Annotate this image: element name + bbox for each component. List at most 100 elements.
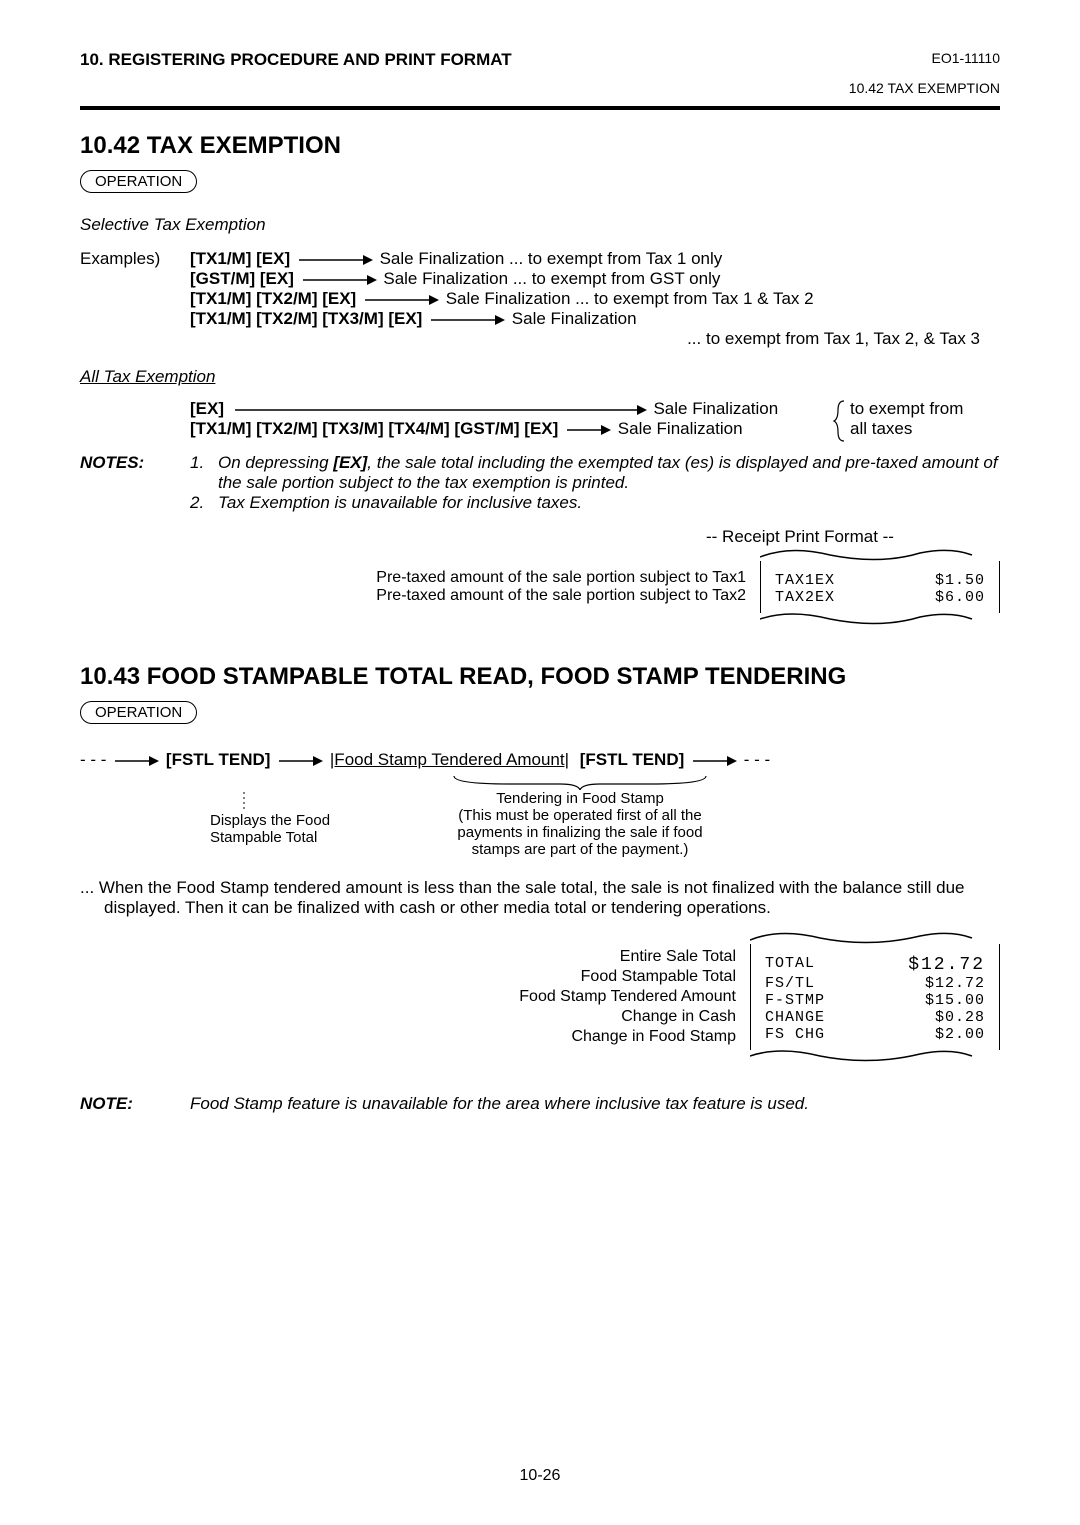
all1-desc: Sale Finalization — [653, 399, 778, 418]
brace-bot: all taxes — [850, 419, 1000, 439]
selective-heading: Selective Tax Exemption — [80, 215, 1000, 235]
receipt-row: TAX2EX$6.00 — [775, 589, 985, 606]
ex2-keys: [GST/M] [EX] — [190, 269, 294, 288]
example-line-1: [TX1/M] [EX] Sale Finalization ... to ex… — [190, 249, 1000, 269]
pretax1: Pre-taxed amount of the sale portion sub… — [376, 569, 746, 587]
operation-badge-1: OPERATION — [80, 170, 197, 193]
header-left: 10. REGISTERING PROCEDURE AND PRINT FORM… — [80, 50, 512, 70]
all-tax-lines: [EX] Sale Finalization [TX1/M] [TX2/M] [… — [190, 399, 832, 439]
ex3-desc: Sale Finalization ... to exempt from Tax… — [446, 289, 814, 308]
receipt-2: TOTAL$12.72 FS/TL$12.72 F-STMP$15.00 CHA… — [750, 936, 1000, 1058]
brace-text: to exempt from all taxes — [832, 399, 1000, 439]
underbrace-icon — [450, 774, 710, 790]
note1-ex: [EX] — [333, 453, 367, 472]
flow1: [FSTL TEND] — [166, 750, 271, 769]
arrow-icon — [275, 754, 325, 768]
receipt-wave-icon — [760, 613, 1060, 627]
all-line-1: [EX] Sale Finalization — [190, 399, 832, 419]
sub2a: Tendering in Food Stamp — [410, 790, 750, 807]
note-2: 2. Tax Exemption is unavailable for incl… — [190, 493, 1000, 513]
arrow-icon — [563, 423, 613, 437]
receipt-wave-icon — [750, 1050, 1050, 1064]
receipt-row: F-STMP$15.00 — [765, 992, 985, 1009]
sub2: Tendering in Food Stamp (This must be op… — [410, 774, 750, 858]
page-number: 10-26 — [0, 1467, 1080, 1485]
receipt-row: FS CHG$2.00 — [765, 1026, 985, 1043]
arrow-icon — [427, 313, 507, 327]
example-line-3: [TX1/M] [TX2/M] [EX] Sale Finalization .… — [190, 289, 1000, 309]
receipt-wave-icon — [750, 930, 1050, 944]
notes-block-2: NOTE: Food Stamp feature is unavailable … — [80, 1094, 1000, 1114]
receipt-1: TAX1EX$1.50 TAX2EX$6.00 — [760, 553, 1000, 621]
brace-top: to exempt from — [850, 399, 1000, 419]
flow-subtext: Displays the Food Stampable Total Tender… — [80, 774, 1000, 858]
operation-badge-2: OPERATION — [80, 701, 197, 724]
ex4-keys: [TX1/M] [TX2/M] [TX3/M] [EX] — [190, 309, 422, 328]
flow-line: - - - [FSTL TEND] |Food Stamp Tendered A… — [80, 750, 1000, 770]
note2-text: Tax Exemption is unavailable for inclusi… — [218, 493, 1000, 513]
pretax2: Pre-taxed amount of the sale portion sub… — [376, 587, 746, 605]
all-tax-block: [EX] Sale Finalization [TX1/M] [TX2/M] [… — [80, 399, 1000, 439]
r2-label-d: Change in Cash — [519, 1007, 736, 1027]
header-right: EO1-11110 10.42 TAX EXEMPTION — [849, 50, 1000, 96]
note1a: On depressing — [218, 453, 333, 472]
sub1a: Displays the Food — [210, 812, 410, 829]
dotted-line-icon — [240, 792, 248, 812]
note1-num: 1. — [190, 453, 218, 493]
notes-label: NOTES: — [80, 453, 190, 513]
r2-label-e: Change in Food Stamp — [519, 1027, 736, 1047]
arrow-icon — [295, 253, 375, 267]
flow3: [FSTL TEND] — [580, 750, 685, 769]
sub2d: stamps are part of the payment.) — [410, 841, 750, 858]
ex2-desc: Sale Finalization ... to exempt from GST… — [383, 269, 720, 288]
arrow-icon — [689, 754, 739, 768]
r2-label-a: Entire Sale Total — [519, 947, 736, 967]
receipt-row: TOTAL$12.72 — [765, 955, 985, 975]
receipt-wave-icon — [760, 547, 1060, 561]
ex4-desc: Sale Finalization — [512, 309, 637, 328]
receipt-1-labels: Pre-taxed amount of the sale portion sub… — [376, 569, 746, 605]
all2-desc: Sale Finalization — [618, 419, 743, 438]
note-label-2: NOTE: — [80, 1094, 190, 1114]
all-tax-heading: All Tax Exemption — [80, 367, 1000, 387]
note2-num: 2. — [190, 493, 218, 513]
arrow-icon — [361, 293, 441, 307]
receipt-row: CHANGE$0.28 — [765, 1009, 985, 1026]
sec2-body: ... When the Food Stamp tendered amount … — [80, 878, 1000, 918]
page-header: 10. REGISTERING PROCEDURE AND PRINT FORM… — [80, 50, 1000, 96]
note-1: 1. On depressing [EX], the sale total in… — [190, 453, 1000, 493]
ex1-desc: Sale Finalization ... to exempt from Tax… — [380, 249, 723, 268]
all1-keys: [EX] — [190, 399, 224, 418]
all2-keys: [TX1/M] [TX2/M] [TX3/M] [TX4/M] [GST/M] … — [190, 419, 558, 438]
ex4-desc2: ... to exempt from Tax 1, Tax 2, & Tax 3 — [190, 329, 1000, 349]
flow-dots: - - - — [80, 750, 106, 769]
receipt-row: FS/TL$12.72 — [765, 975, 985, 992]
brace-icon — [832, 399, 848, 443]
example-line-4: [TX1/M] [TX2/M] [TX3/M] [EX] Sale Finali… — [190, 309, 1000, 329]
sub1b: Stampable Total — [210, 829, 410, 846]
note-2-text: Food Stamp feature is unavailable for th… — [190, 1094, 1000, 1114]
sub1: Displays the Food Stampable Total — [210, 774, 410, 858]
arrow-icon — [111, 754, 161, 768]
receipt-label: -- Receipt Print Format -- — [600, 527, 1000, 547]
notes-block-1: NOTES: 1. On depressing [EX], the sale t… — [80, 453, 1000, 513]
examples-label: Examples) — [80, 249, 190, 349]
sub2c: payments in finalizing the sale if food — [410, 824, 750, 841]
example-line-2: [GST/M] [EX] Sale Finalization ... to ex… — [190, 269, 1000, 289]
receipt-1-block: Pre-taxed amount of the sale portion sub… — [80, 553, 1000, 621]
doc-id: EO1-11110 — [849, 50, 1000, 66]
ex1-keys: [TX1/M] [EX] — [190, 249, 290, 268]
section-title-1: 10.42 TAX EXEMPTION — [80, 132, 1000, 160]
ex3-keys: [TX1/M] [TX2/M] [EX] — [190, 289, 356, 308]
receipt-row: TAX1EX$1.50 — [775, 572, 985, 589]
arrow-icon — [229, 403, 649, 417]
arrow-icon — [299, 273, 379, 287]
receipt-2-block: Entire Sale Total Food Stampable Total F… — [80, 936, 1000, 1058]
examples-block: Examples) [TX1/M] [EX] Sale Finalization… — [80, 249, 1000, 349]
notes-body: 1. On depressing [EX], the sale total in… — [190, 453, 1000, 513]
r2-label-b: Food Stampable Total — [519, 967, 736, 987]
flow-dots-2: - - - — [744, 750, 770, 769]
flow2: |Food Stamp Tendered Amount| — [330, 750, 569, 769]
examples-lines: [TX1/M] [EX] Sale Finalization ... to ex… — [190, 249, 1000, 349]
r2-label-c: Food Stamp Tendered Amount — [519, 987, 736, 1007]
